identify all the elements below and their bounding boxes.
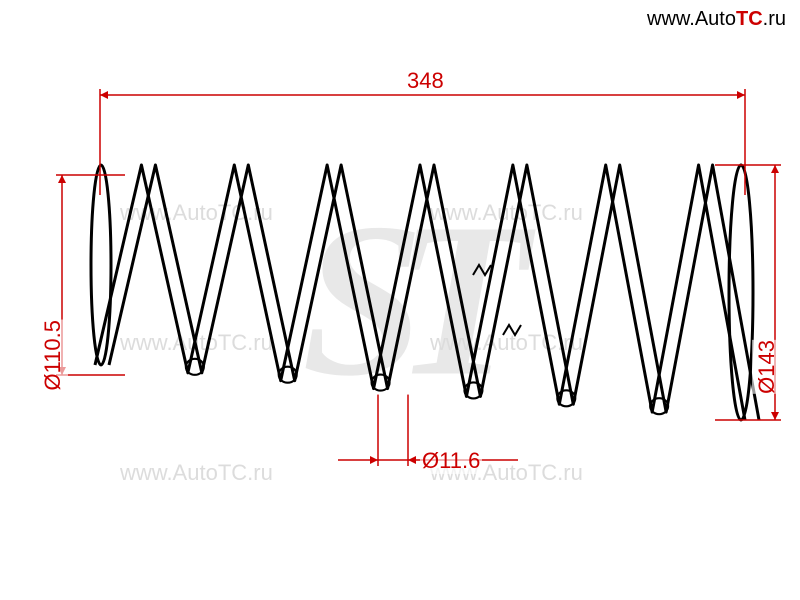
- url-accent: TC: [736, 8, 763, 30]
- url-prefix: www.Auto: [647, 8, 736, 30]
- dimension-wire-diameter-label: Ø11.6: [420, 448, 482, 474]
- dimension-left-diameter-label: Ø110.5: [38, 320, 68, 391]
- dimension-right-diameter-label: Ø143: [752, 340, 782, 394]
- technical-drawing-svg: [0, 0, 800, 600]
- dimension-length-label: 348: [405, 68, 446, 94]
- url-suffix: .ru: [763, 8, 786, 30]
- site-url: www.AutoTC.ru: [647, 8, 786, 31]
- drawing-canvas: ST www.AutoTC.ru www.AutoTC.ru www.AutoT…: [0, 0, 800, 600]
